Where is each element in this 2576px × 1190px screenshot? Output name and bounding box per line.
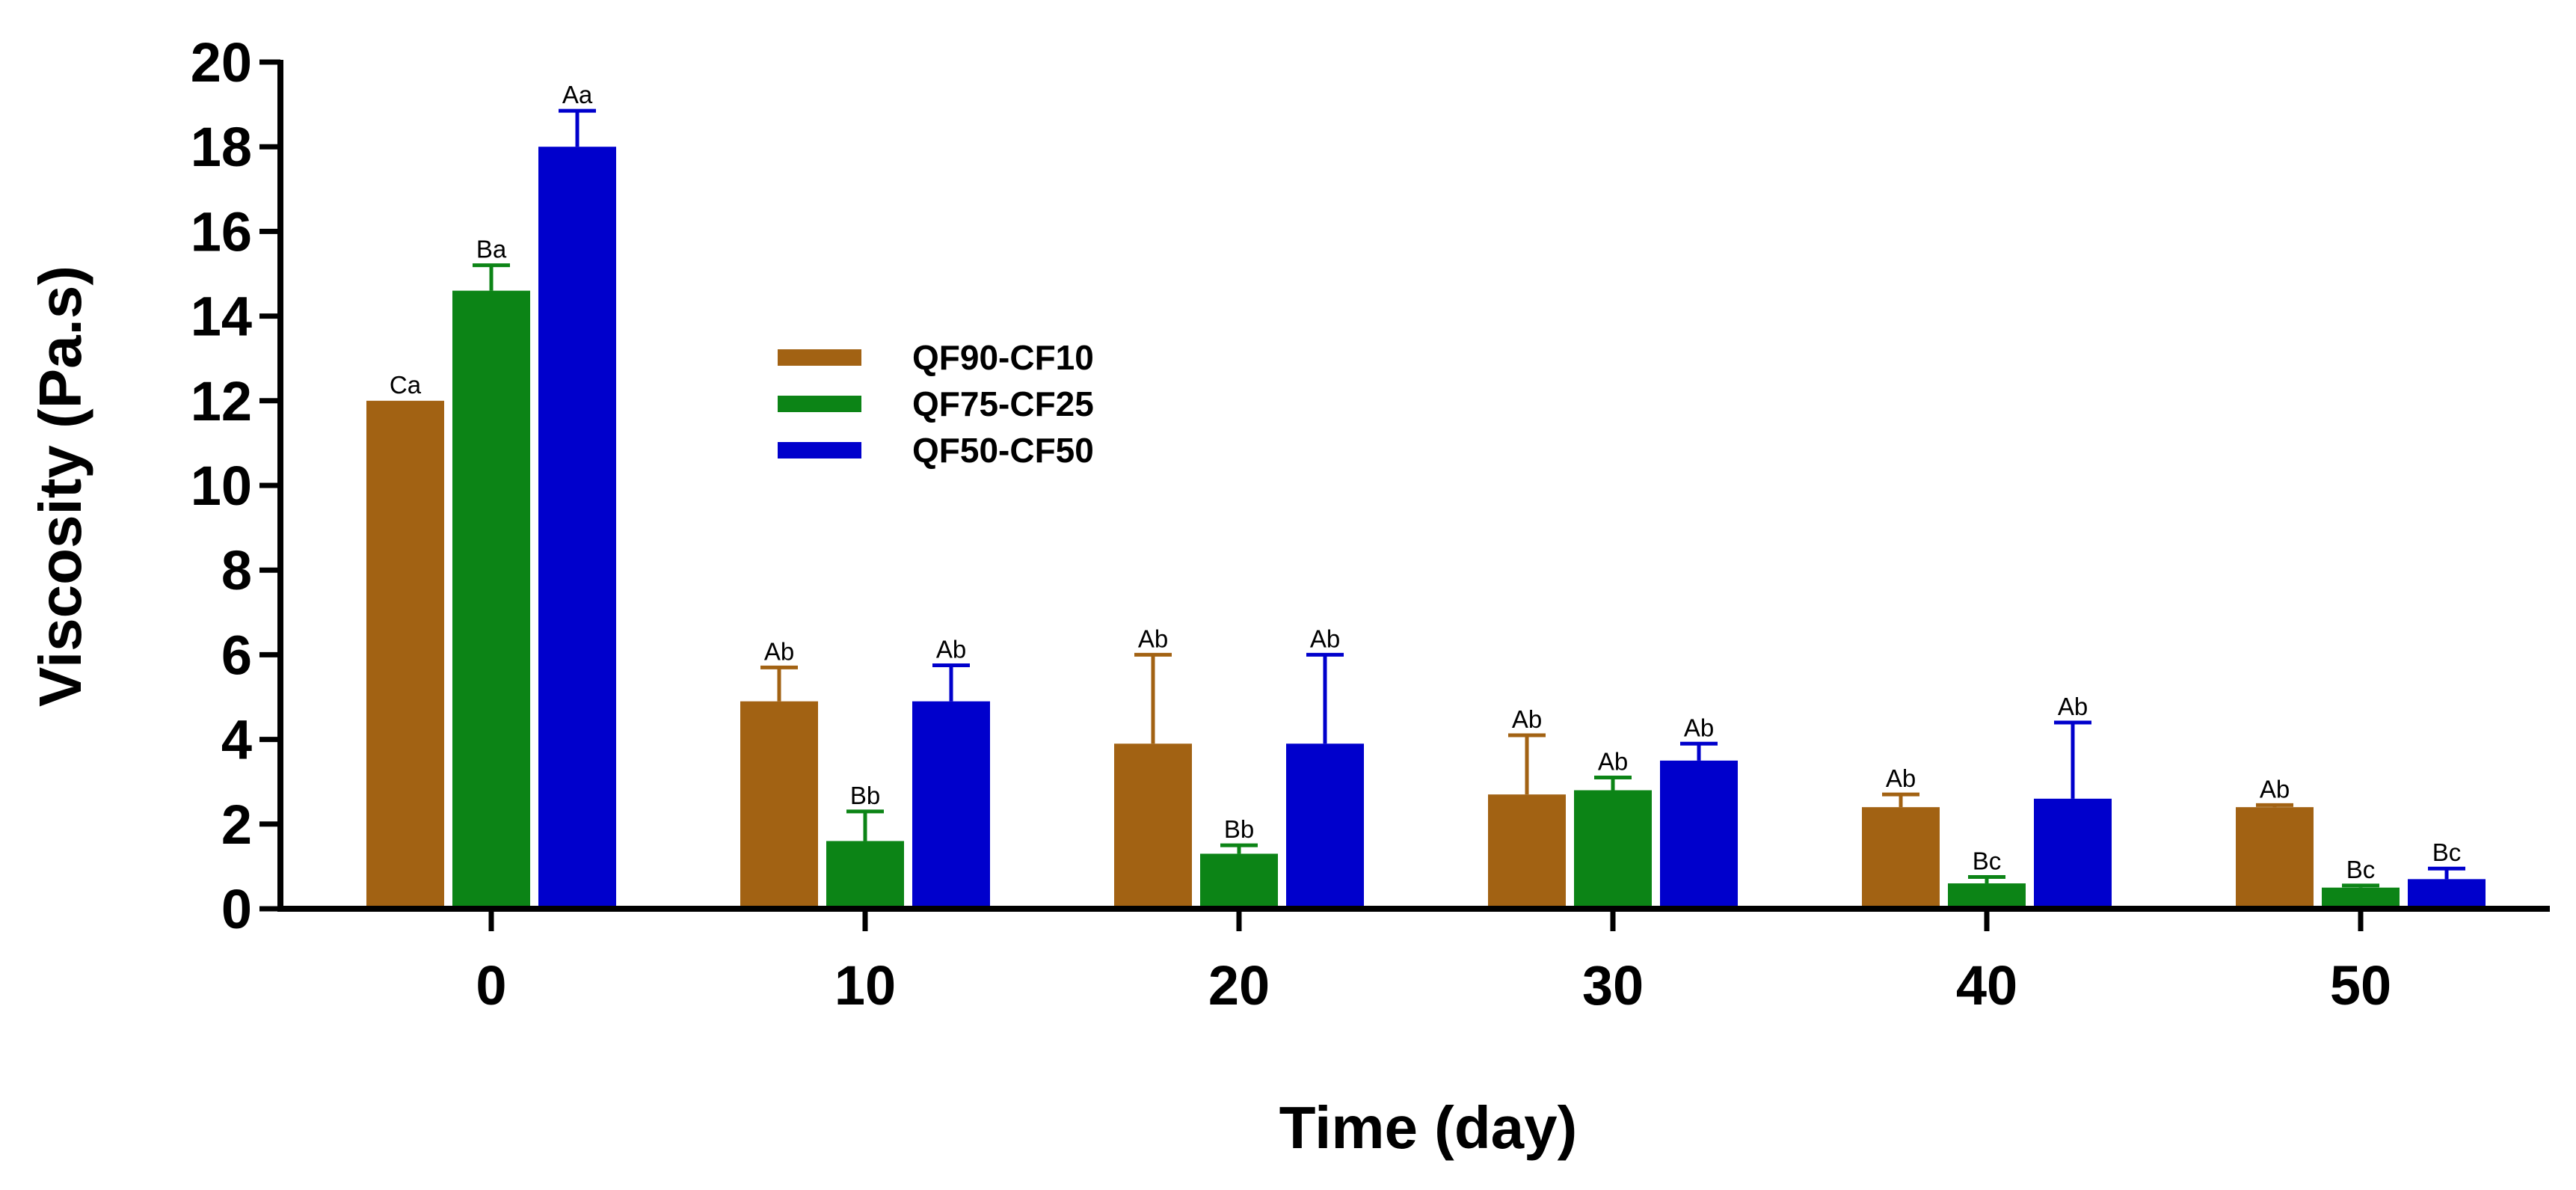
bar-qf75-cf25-day-20 (1200, 853, 1278, 909)
x-tick-label-40: 40 (1956, 954, 2017, 1016)
bar-qf75-cf25-day-40 (1948, 883, 2026, 909)
x-tick-label-10: 10 (834, 954, 896, 1016)
bar-qf90-cf10-day-50 (2236, 807, 2314, 909)
bar-qf50-cf50-day-0 (538, 147, 616, 909)
bar-qf90-cf10-day-10 (740, 701, 818, 909)
significance-label-qf75-cf25-day-30: Ab (1598, 748, 1628, 776)
bar-qf75-cf25-day-10 (826, 841, 904, 909)
y-tick-label-18: 18 (191, 116, 252, 178)
bar-qf50-cf50-day-40 (2034, 798, 2112, 909)
bar-qf90-cf10-day-40 (1862, 807, 1940, 909)
x-tick-label-0: 0 (476, 954, 506, 1016)
bar-qf50-cf50-day-50 (2408, 879, 2486, 909)
y-tick-label-14: 14 (191, 286, 252, 348)
x-axis-title: Time (day) (1279, 1094, 1578, 1161)
significance-label-qf50-cf50-day-20: Ab (1310, 625, 1340, 652)
bar-qf75-cf25-day-50 (2322, 887, 2400, 909)
significance-label-qf50-cf50-day-10: Ab (936, 636, 966, 663)
significance-label-qf90-cf10-day-40: Ab (1886, 764, 1916, 792)
y-tick-label-16: 16 (191, 200, 252, 263)
legend-swatch-qf50-cf50 (778, 442, 861, 458)
significance-label-qf50-cf50-day-40: Ab (2058, 693, 2088, 720)
error-bars-layer (473, 108, 2465, 888)
significance-label-qf90-cf10-day-0: Ca (390, 371, 422, 399)
y-tick-label-10: 10 (191, 455, 252, 517)
y-tick-label-0: 0 (221, 878, 252, 940)
y-tick-label-8: 8 (221, 539, 252, 601)
bar-qf50-cf50-day-30 (1660, 760, 1738, 909)
significance-label-qf75-cf25-day-0: Ba (476, 236, 507, 263)
bar-qf90-cf10-day-20 (1114, 743, 1192, 909)
significance-label-qf90-cf10-day-30: Ab (1512, 705, 1542, 733)
bars-layer (366, 147, 2486, 909)
y-tick-label-20: 20 (191, 31, 252, 93)
significance-labels-layer: Ca Ab Ab Ab Ab Ab Ba Bb Bb Ab Bc Bc Aa Ab Ab Ab Ab Bc (390, 81, 2461, 883)
y-tick-label-4: 4 (221, 709, 252, 771)
significance-label-qf50-cf50-day-0: Aa (562, 81, 593, 108)
bar-qf90-cf10-day-30 (1488, 794, 1566, 909)
y-axis-title: Viscosity (Pa.s) (27, 266, 93, 707)
legend: QF90-CF10 QF75-CF25 QF50-CF50 (778, 338, 1094, 470)
y-tick-label-2: 2 (221, 794, 252, 856)
legend-swatch-qf90-cf10 (778, 349, 861, 366)
y-tick-label-6: 6 (221, 624, 252, 686)
legend-label-qf50-cf50: QF50-CF50 (912, 431, 1094, 470)
significance-label-qf75-cf25-day-20: Bb (1224, 815, 1254, 843)
significance-label-qf75-cf25-day-50: Bc (2346, 856, 2376, 883)
significance-label-qf50-cf50-day-50: Bc (2432, 838, 2462, 866)
legend-label-qf90-cf10: QF90-CF10 (912, 338, 1094, 377)
significance-label-qf90-cf10-day-10: Ab (764, 637, 794, 665)
significance-label-qf90-cf10-day-20: Ab (1138, 625, 1168, 652)
bar-qf90-cf10-day-0 (366, 400, 444, 909)
axis-lines-layer: 0 2 4 6 8 10 12 14 16 18 20 0 10 20 30 40 50 (191, 31, 2550, 1016)
significance-label-qf50-cf50-day-30: Ab (1684, 714, 1714, 741)
bar-qf50-cf50-day-10 (912, 701, 990, 909)
significance-label-qf75-cf25-day-10: Bb (850, 782, 880, 809)
y-tick-label-12: 12 (191, 370, 252, 432)
bar-qf75-cf25-day-0 (452, 290, 530, 909)
x-tick-label-30: 30 (1582, 954, 1644, 1016)
bar-qf75-cf25-day-30 (1574, 790, 1652, 909)
x-tick-label-50: 50 (2330, 954, 2391, 1016)
significance-label-qf75-cf25-day-40: Bc (1973, 847, 2002, 875)
significance-label-qf90-cf10-day-50: Ab (2260, 775, 2290, 803)
legend-swatch-qf75-cf25 (778, 396, 861, 412)
legend-label-qf75-cf25: QF75-CF25 (912, 384, 1094, 423)
x-tick-label-20: 20 (1208, 954, 1270, 1016)
bar-qf50-cf50-day-20 (1286, 743, 1364, 909)
